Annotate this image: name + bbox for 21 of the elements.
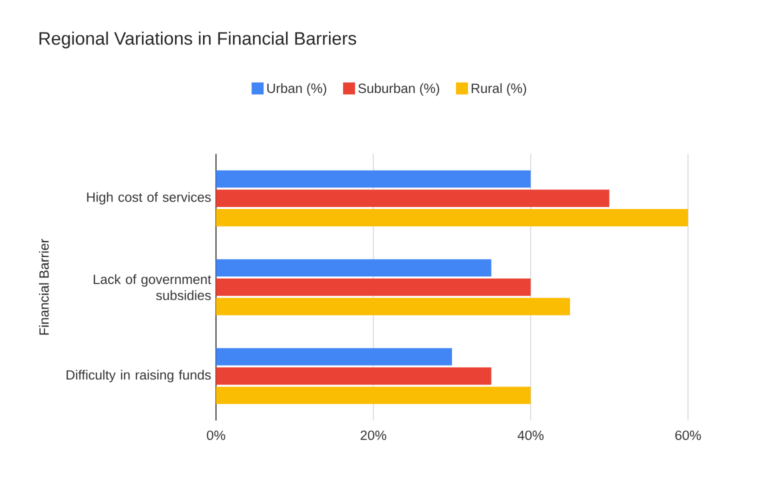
legend-label: Rural (%) <box>472 83 526 96</box>
y-axis-title: Financial Barrier <box>39 238 49 335</box>
bar <box>216 298 570 316</box>
y-tick-label: Lack of government subsidies <box>94 274 212 300</box>
x-tick-label: 0% <box>206 430 226 440</box>
x-tick-label: 60% <box>675 430 701 440</box>
x-tick-label: 20% <box>360 430 386 440</box>
bar <box>216 348 452 366</box>
legend-label: Suburban (%) <box>358 83 440 96</box>
y-tick-label: Difficulty in raising funds <box>66 370 211 382</box>
legend-label: Urban (%) <box>267 83 326 96</box>
bar <box>216 367 492 385</box>
bar <box>216 386 531 404</box>
bar <box>216 190 610 207</box>
y-tick-label: High cost of services <box>87 192 211 205</box>
bar <box>216 208 688 226</box>
bar <box>216 278 531 296</box>
x-tick-label: 40% <box>518 430 544 440</box>
bar <box>216 170 531 188</box>
bar <box>216 259 492 277</box>
chart-title: Regional Variations in Financial Barriers <box>40 32 356 48</box>
